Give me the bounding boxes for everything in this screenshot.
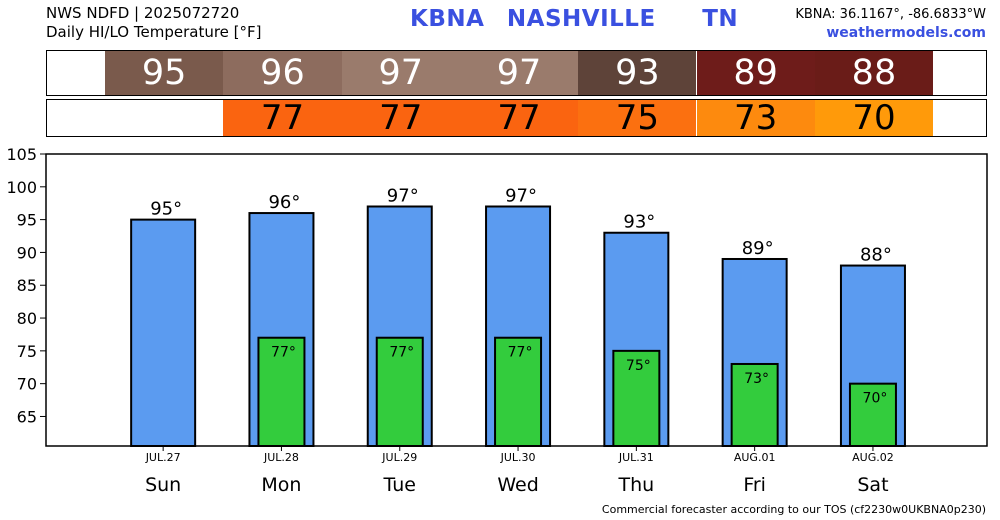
x-day-label: Wed (497, 474, 538, 496)
x-date-label: AUG.01 (734, 451, 776, 464)
lo-strip-cell: 70 (814, 98, 934, 138)
hi-bar-label: 96° (268, 192, 300, 213)
y-tick-label: 70 (17, 375, 37, 394)
x-day-label: Fri (743, 474, 766, 496)
hi-strip-cell: 95 (105, 51, 224, 95)
y-tick-label: 100 (6, 178, 37, 197)
x-date-label: JUL.30 (500, 451, 536, 464)
lo-temp-strip: 77 77 77 75 73 70 (46, 98, 987, 138)
lo-bar (848, 382, 897, 448)
lo-bar (494, 336, 543, 448)
state-name: TN (702, 6, 739, 32)
x-date-label: JUL.29 (381, 451, 417, 464)
hi-bar-label: 93° (623, 212, 655, 233)
hi-temp-strip: 95 96 97 97 93 89 88 (46, 50, 987, 96)
station-id: KBNA (410, 6, 485, 32)
model-run-label: NWS NDFD | 2025072720 (46, 4, 240, 22)
lo-strip-cell: 73 (696, 98, 815, 138)
hi-bar-label: 97° (505, 185, 537, 206)
lo-bar-label: 77° (508, 345, 533, 361)
y-tick-label: 80 (17, 309, 37, 328)
lo-bar (375, 336, 424, 448)
x-date-label: JUL.31 (618, 451, 654, 464)
hi-bar-label: 88° (860, 245, 892, 266)
y-tick-label: 75 (17, 342, 37, 361)
y-tick-label: 90 (17, 243, 37, 262)
hi-strip-cell: 88 (814, 51, 934, 95)
lo-bar-label: 77° (271, 345, 296, 361)
footer-note: Commercial forecaster according to our T… (601, 503, 986, 516)
station-coords: KBNA: 36.1167°, -86.6833°W (795, 7, 986, 22)
hi-strip-cell: 96 (223, 51, 342, 95)
hi-strip-cell: 97 (341, 51, 460, 95)
x-day-label: Tue (383, 474, 416, 496)
x-date-label: JUL.28 (263, 451, 299, 464)
x-date-label: JUL.27 (145, 451, 181, 464)
lo-bar-label: 75° (626, 358, 651, 374)
hi-strip-cell: 89 (696, 51, 815, 95)
y-tick-label: 65 (17, 407, 37, 426)
lo-bar-label: 77° (389, 345, 414, 361)
hi-bar-label: 97° (387, 185, 419, 206)
x-day-label: Sun (145, 474, 181, 496)
y-tick-label: 105 (6, 145, 37, 164)
city-name: NASHVILLE (506, 6, 656, 32)
location-title: KBNA NASHVILLE TN (410, 6, 752, 32)
lo-bar-label: 73° (744, 371, 769, 387)
lo-bar (257, 336, 306, 448)
lo-bar (612, 349, 661, 448)
hi-strip-cell: 97 (459, 51, 579, 95)
site-link[interactable]: weathermodels.com (826, 25, 986, 41)
lo-bar-label: 70° (863, 391, 888, 407)
lo-bar (730, 362, 779, 448)
y-tick-label: 95 (17, 211, 37, 230)
lo-strip-cell: 77 (223, 98, 342, 138)
x-day-label: Thu (617, 474, 654, 496)
x-day-label: Sat (857, 474, 888, 496)
chart-header-right: KBNA: 36.1167°, -86.6833°W weathermodels… (795, 5, 986, 43)
x-day-label: Mon (261, 474, 301, 496)
x-date-label: AUG.02 (852, 451, 894, 464)
lo-strip-cell: 75 (578, 98, 697, 138)
hi-bar (130, 218, 197, 447)
y-tick-label: 85 (17, 276, 37, 295)
hi-bar-label: 95° (150, 199, 182, 220)
lo-strip-cell: 77 (459, 98, 579, 138)
lo-strip-cell: 77 (341, 98, 460, 138)
hi-strip-cell: 93 (578, 51, 697, 95)
chart-title: Daily HI/LO Temperature [°F] (46, 23, 262, 41)
hi-bar-label: 89° (742, 238, 774, 259)
chart-header-left: NWS NDFD | 2025072720 Daily HI/LO Temper… (46, 4, 262, 42)
